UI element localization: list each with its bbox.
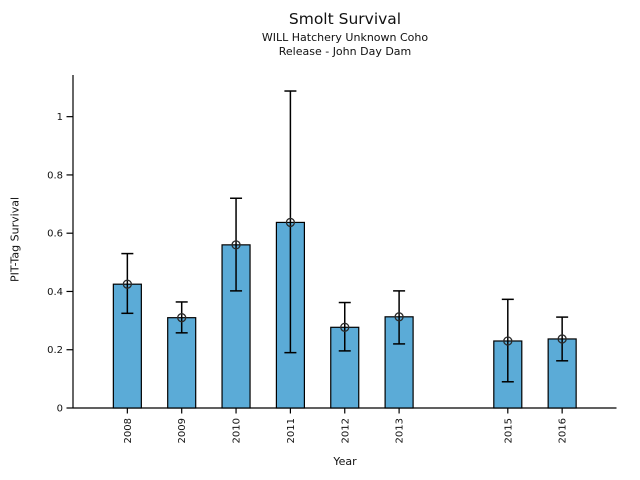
x-tick-label: 2013 (395, 418, 406, 443)
y-tick-label: 0.8 (47, 170, 63, 181)
x-tick-label: 2008 (123, 418, 134, 443)
y-tick-label: 0 (57, 404, 63, 415)
marker-2008 (122, 279, 132, 289)
chart-title: Smolt Survival (288, 10, 402, 28)
chart-subtitle-line1: WILL Hatchery Unknown Coho (261, 31, 429, 44)
marker-2010 (231, 240, 241, 250)
x-tick-label: 2010 (232, 418, 243, 443)
y-tick-label: 0.2 (47, 345, 63, 356)
x-tick-label: 2012 (340, 418, 351, 443)
x-tick-label: 2015 (503, 418, 514, 443)
x-tick-label: 2009 (177, 418, 188, 443)
x-axis-label: Year (333, 455, 357, 468)
chart-subtitle-line2: Release - John Day Dam (278, 45, 412, 58)
x-tick-label: 2016 (558, 418, 569, 443)
marker-2011 (285, 217, 296, 228)
marker-2013 (394, 312, 404, 322)
bar-2008 (112, 283, 142, 409)
y-tick-label: 1 (57, 112, 63, 123)
marker-2012 (340, 322, 350, 332)
marker-2015 (503, 336, 513, 346)
marker-2009 (177, 313, 187, 323)
x-tick-label: 2011 (286, 418, 297, 443)
y-tick-label: 0.4 (47, 287, 63, 298)
marker-2016 (557, 334, 567, 344)
y-tick-label: 0.6 (47, 229, 63, 240)
